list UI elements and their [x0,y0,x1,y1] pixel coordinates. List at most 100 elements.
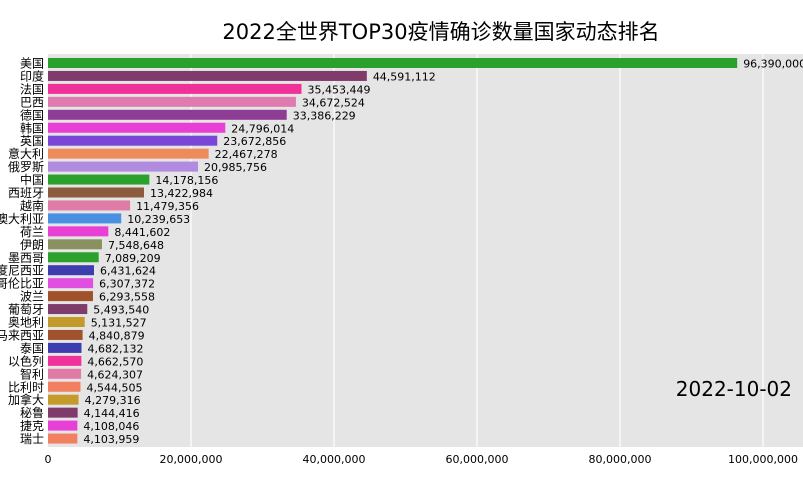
category-label: 以色列 [8,354,44,368]
category-label: 葡萄牙 [8,303,44,317]
bar [48,239,102,250]
bar [48,317,85,327]
category-label: 瑞士 [20,432,44,446]
category-label: 德国 [20,107,44,122]
value-label: 8,441,602 [114,226,170,239]
value-label: 35,453,449 [307,83,370,96]
value-label: 23,672,856 [223,135,286,148]
x-tick-label: 60,000,000 [446,453,509,466]
category-label: 澳大利亚 [0,212,44,226]
value-label: 20,985,756 [204,161,267,174]
category-label: 意大利 [8,146,44,161]
bar [48,355,82,366]
x-tick-label: 100,000,000 [728,453,798,466]
category-label: 加拿大 [8,392,44,407]
value-label: 4,108,046 [83,420,139,433]
category-label: 越南 [20,198,44,213]
value-label: 10,239,653 [127,213,190,226]
value-label: 4,103,959 [83,433,139,446]
bar [48,394,79,405]
bar [48,342,82,353]
value-label: 5,493,540 [93,304,149,317]
bar [48,433,78,444]
bar [48,122,226,133]
value-label: 4,662,570 [87,355,143,368]
bar [48,278,94,289]
category-label: 印度 [20,68,44,83]
bar [48,368,82,379]
category-label: 波兰 [20,290,44,304]
category-label: 中国 [20,172,44,187]
bar [48,174,150,185]
bar [48,381,81,392]
value-label: 33,386,229 [293,109,356,122]
bar [48,226,109,237]
bar [48,407,78,418]
value-label: 22,467,278 [215,148,278,161]
category-label: 美国 [20,57,44,71]
bar [48,252,99,263]
category-label: 哥伦比亚 [0,276,44,291]
value-label: 6,293,558 [99,291,155,304]
category-label: 法国 [20,82,44,96]
category-label: 韩国 [20,120,44,135]
category-label: 马来西亚 [0,328,44,342]
category-label: 泰国 [20,341,44,355]
value-label: 13,422,984 [150,187,213,200]
value-label: 11,479,356 [136,200,199,213]
bars: 美国 96,390,000 印度 44,591,112 法国 35,453,449 巴西 34… [0,57,803,447]
value-label: 44,591,112 [373,70,436,83]
bar [48,187,144,198]
bar [48,304,88,315]
bar [48,96,296,107]
category-label: 英国 [20,134,44,148]
bar [48,161,199,172]
value-label: 4,624,307 [87,368,143,381]
value-label: 7,548,648 [108,239,164,252]
bar [48,58,738,68]
bar [48,135,218,146]
value-label: 96,390,000 [743,58,803,71]
bar [48,148,209,159]
category-label: 捷克 [20,419,44,433]
value-label: 34,672,524 [302,96,365,109]
category-label: 奥地利 [8,316,44,330]
value-label: 4,144,416 [84,407,140,420]
category-label: 巴西 [20,95,44,109]
chart-title: 2022全世界TOP30疫情确诊数量国家动态排名 [222,20,659,44]
category-label: 智利 [20,366,44,381]
category-label: 俄罗斯 [8,160,44,174]
category-label: 印度尼西亚 [0,263,44,278]
value-label: 4,840,879 [89,329,145,342]
category-label: 墨西哥 [8,251,44,265]
bar [48,109,287,120]
bar [48,83,302,94]
value-label: 7,089,209 [105,252,161,265]
bar [48,265,94,276]
category-label: 伊朗 [20,238,44,252]
category-label: 秘鲁 [20,406,44,420]
value-label: 5,131,527 [91,317,147,330]
date-label: 2022-10-02 [676,377,792,401]
value-label: 24,796,014 [231,122,294,135]
value-label: 4,682,132 [87,342,143,355]
value-label: 4,544,505 [86,381,142,394]
category-label: 荷兰 [20,225,44,239]
x-tick-label: 0 [45,453,52,466]
x-axis: 0 20,000,000 40,000,000 60,000,000 80,000,00… [45,453,798,466]
category-label: 比利时 [8,380,44,394]
value-label: 4,279,316 [85,394,141,407]
value-label: 6,307,372 [99,278,155,291]
bar [48,291,93,302]
value-label: 14,178,156 [155,174,218,187]
bar [48,213,122,224]
bar [48,70,367,81]
x-tick-label: 80,000,000 [589,453,652,466]
x-tick-label: 40,000,000 [303,453,366,466]
bar [48,329,83,340]
category-label: 西班牙 [8,186,44,200]
bar [48,420,78,431]
value-label: 6,431,624 [100,265,156,278]
bar [48,200,131,211]
